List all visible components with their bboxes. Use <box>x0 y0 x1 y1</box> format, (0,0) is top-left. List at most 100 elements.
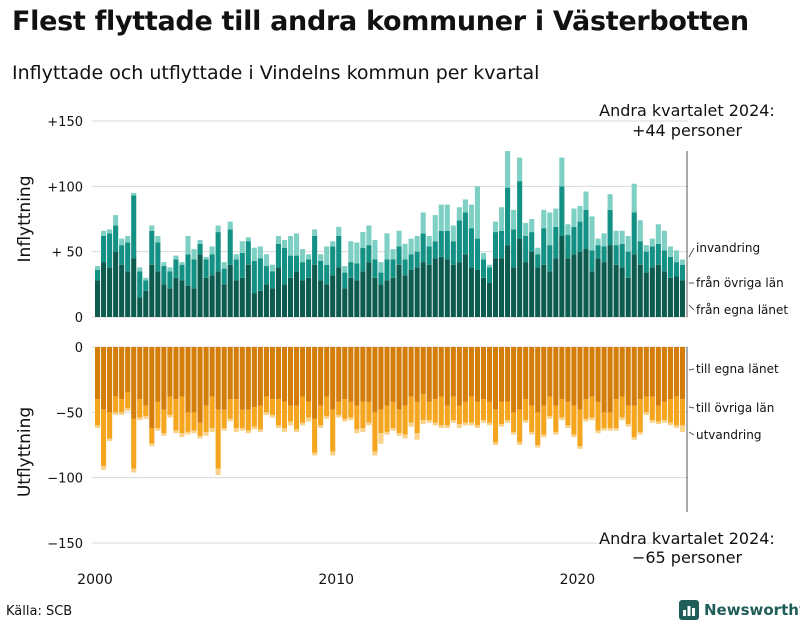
out-bar-segment <box>420 420 426 425</box>
out-bar-segment <box>366 401 372 423</box>
in-bar-segment <box>275 267 281 317</box>
out-bar-segment <box>517 347 523 410</box>
out-bar-segment <box>601 412 607 429</box>
in-bar-segment <box>414 251 420 268</box>
out-bar-segment <box>354 405 360 430</box>
in-bar-segment <box>583 191 589 210</box>
in-bar-segment <box>420 233 426 263</box>
out-bar-segment <box>324 347 330 397</box>
out-bar-segment <box>589 347 595 397</box>
out-bar-segment <box>312 347 318 419</box>
in-bar-segment <box>444 204 450 231</box>
out-bar-segment <box>553 431 559 435</box>
in-bar-segment <box>396 230 402 247</box>
out-bar-segment <box>179 433 185 438</box>
out-bar-segment <box>131 468 137 473</box>
out-bar-segment <box>293 429 300 432</box>
in-bar-segment <box>197 243 203 255</box>
out-bar-segment <box>414 401 420 434</box>
source-note: Källa: SCB <box>6 604 73 619</box>
out-bar-segment <box>607 412 613 429</box>
out-bar-segment <box>643 396 649 413</box>
in-bar-segment <box>607 209 613 246</box>
in-bar-segment <box>565 234 571 259</box>
out-bar-segment <box>559 347 565 400</box>
out-bar-segment <box>263 396 269 413</box>
in-bar-segment <box>492 221 499 233</box>
out-bar-segment <box>462 401 468 423</box>
in-bar-segment <box>173 259 179 278</box>
out-bar-segment <box>287 347 294 406</box>
in-bar-segment <box>450 264 456 317</box>
out-y-tick-label: 0 <box>75 341 83 356</box>
out-bar-segment <box>185 347 191 413</box>
in-bar-segment <box>203 256 209 260</box>
out-bar-segment <box>408 422 414 427</box>
in-bar-segment <box>342 266 348 273</box>
in-bar-segment <box>474 269 480 317</box>
in-bar-segment <box>571 254 577 317</box>
out-bar-segment <box>251 347 257 408</box>
out-bar-segment <box>125 408 131 412</box>
out-bar-segment <box>529 431 535 435</box>
out-bar-segment <box>420 347 426 395</box>
out-bar-segment <box>541 434 547 438</box>
in-bar-segment <box>492 232 499 259</box>
in-bar-segment <box>318 254 324 261</box>
in-bar-segment <box>348 241 354 263</box>
in-bar-segment <box>293 271 300 317</box>
in-bar-segment <box>559 186 565 236</box>
in-bar-segment <box>589 216 595 251</box>
out-bar-segment <box>613 428 619 431</box>
in-bar-segment <box>535 247 541 255</box>
out-bar-segment <box>529 347 535 406</box>
in-bar-segment <box>673 262 679 277</box>
out-bar-segment <box>414 347 420 402</box>
out-bar-segment <box>541 347 547 406</box>
in-bar-segment <box>402 275 408 317</box>
in-bar-segment <box>125 242 131 272</box>
in-bar-segment <box>649 238 655 247</box>
in-bar-segment <box>571 208 577 227</box>
in-bar-segment <box>456 207 462 221</box>
out-bar-segment <box>396 347 402 410</box>
out-bar-segment <box>402 405 408 435</box>
in-bar-segment <box>643 251 649 273</box>
out-bar-segment <box>378 409 384 434</box>
in-bar-segment <box>396 264 402 317</box>
in-bar-segment <box>173 255 179 260</box>
in-bar-segment <box>101 235 107 263</box>
out-bar-segment <box>637 347 643 400</box>
in-bar-segment <box>281 239 288 248</box>
in-bar-segment <box>239 277 245 317</box>
in-bar-segment <box>601 262 607 317</box>
in-bar-segment <box>444 259 450 317</box>
out-bar-segment <box>480 420 487 423</box>
out-annotation-line2: −65 personer <box>632 548 743 567</box>
out-bar-segment <box>300 422 306 426</box>
in-bar-segment <box>625 235 631 252</box>
in-bar-segment <box>300 249 306 263</box>
out-series-leader <box>688 406 695 409</box>
out-bar-segment <box>215 468 221 476</box>
in-y-axis-label: Inflyttning <box>15 176 35 263</box>
out-bar-segment <box>408 396 414 423</box>
out-bar-segment <box>143 416 149 419</box>
in-bar-segment <box>511 229 517 268</box>
in-bar-segment <box>330 275 336 317</box>
out-bar-segment <box>119 347 125 400</box>
out-bar-segment <box>456 347 462 406</box>
out-bar-segment <box>535 445 541 448</box>
out-bar-segment <box>499 347 505 402</box>
in-bar-segment <box>456 220 462 263</box>
in-bar-segment <box>529 219 535 233</box>
in-bar-segment <box>221 268 227 285</box>
in-bar-segment <box>137 297 143 317</box>
in-bar-segment <box>167 267 173 272</box>
out-bar-segment <box>661 347 667 402</box>
out-bar-segment <box>523 347 529 400</box>
in-bar-segment <box>107 233 113 268</box>
in-bar-segment <box>414 267 420 317</box>
in-bar-segment <box>667 277 673 317</box>
out-bar-segment <box>529 405 535 432</box>
